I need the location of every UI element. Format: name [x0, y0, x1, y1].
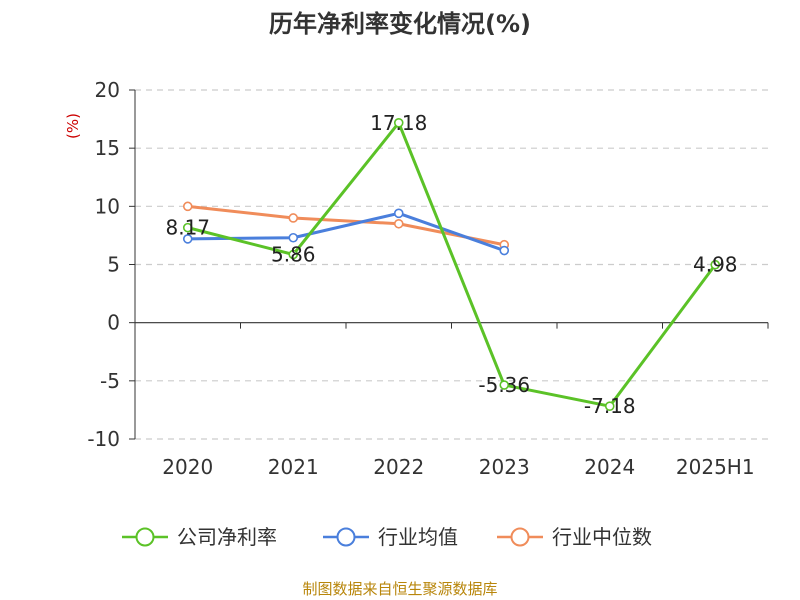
data-point	[393, 208, 404, 219]
legend-label: 公司净利率	[177, 525, 277, 549]
data-point	[393, 218, 404, 229]
data-point	[393, 118, 404, 128]
data-point	[288, 213, 299, 223]
x-tick-label: 2020	[162, 455, 213, 479]
y-tick-label: 0	[107, 311, 120, 335]
x-tick-label: 2022	[373, 455, 424, 479]
legend-marker	[510, 527, 530, 547]
legend-label: 行业均值	[378, 525, 458, 549]
data-label: 4.98	[693, 253, 738, 277]
x-tick-label: 2025H1	[676, 455, 755, 479]
axes: 20 15 10 5 0 -5 -10 2020 2021 2022 2023 2024 2025H1	[87, 78, 769, 479]
x-tick-label: 2024	[584, 455, 635, 479]
data-point	[288, 232, 299, 243]
y-axis-label: (%)	[64, 113, 82, 139]
data-label: 17.18	[370, 111, 427, 135]
y-tick-label: -10	[87, 427, 120, 451]
data-point	[499, 380, 510, 390]
legend-label: 行业中位数	[552, 525, 652, 549]
series-line	[187, 204, 505, 247]
x-tick-label: 2021	[268, 455, 319, 479]
x-tick-label: 2023	[479, 455, 530, 479]
y-tick-label: 20	[95, 78, 120, 102]
legend: 公司净利率 行业均值 行业中位数	[122, 525, 652, 549]
data-label: 5.86	[271, 242, 316, 266]
series-lines	[182, 118, 721, 411]
source-note: 制图数据来自恒生聚源数据库	[302, 580, 497, 598]
series-1	[182, 208, 510, 256]
data-point	[288, 249, 299, 260]
data-point	[182, 201, 193, 212]
data-point	[182, 222, 193, 233]
data-point	[182, 234, 193, 244]
data-point	[710, 259, 721, 270]
series-line	[187, 211, 505, 252]
legend-item-2: 行业中位数	[497, 525, 652, 549]
data-label: 8.17	[165, 216, 210, 240]
legend-item-0: 公司净利率	[122, 525, 277, 549]
series-0	[182, 118, 721, 411]
y-tick-label: -5	[100, 369, 120, 393]
y-tick-label: 15	[95, 136, 120, 160]
legend-marker	[135, 527, 155, 547]
data-labels: 8.17 5.86 17.18 -5.36 -7.18 4.98	[165, 111, 737, 418]
y-tick-label: 5	[107, 253, 120, 277]
y-tick-label: 10	[95, 194, 120, 218]
data-label: -5.36	[478, 373, 530, 397]
legend-marker	[336, 527, 356, 547]
data-point	[604, 401, 615, 411]
legend-item-1: 行业均值	[323, 525, 458, 549]
gridlines	[135, 89, 768, 440]
chart-title: 历年净利率变化情况(%)	[269, 10, 531, 38]
series-line	[187, 121, 717, 408]
data-label: -7.18	[584, 394, 636, 418]
data-point	[499, 245, 510, 256]
